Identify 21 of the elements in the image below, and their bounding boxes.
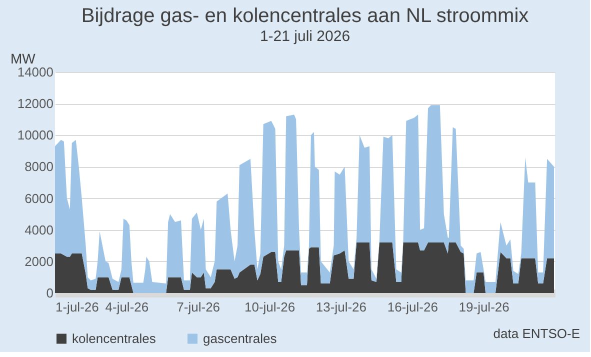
y-tick-label: 2000 [24,254,54,269]
y-tick-label: 12000 [17,96,54,112]
x-tick-label: 1-jul-26 [56,300,99,314]
x-tick-label: 10-jul-26 [244,300,296,314]
y-tick-label: 14000 [17,64,54,80]
y-tick-label: 0 [46,286,54,300]
x-tick-label: 13-jul-26 [316,300,367,314]
chart-title: Bijdrage gas- en kolencentrales aan NL stroommix [81,5,529,27]
x-tick-label: 19-jul-26 [458,300,510,314]
x-tick-label: 4-jul-26 [105,300,149,314]
y-tick-label: 8000 [24,159,54,174]
y-tick-label: 10000 [17,128,54,143]
y-tick-label: 6000 [24,190,54,206]
legend-label: gascentrales [203,330,278,346]
text: data ENTSO-E [493,326,580,341]
legend-label: kolencentrales [72,330,156,346]
y-tick-label: 4000 [24,222,54,238]
y-axis-title: MW [10,50,36,66]
x-tick-label: 7-jul-26 [176,300,220,314]
x-tick-label: 16-jul-26 [387,300,438,314]
chart-subtitle: 1-21 juli 2026 [260,28,350,45]
